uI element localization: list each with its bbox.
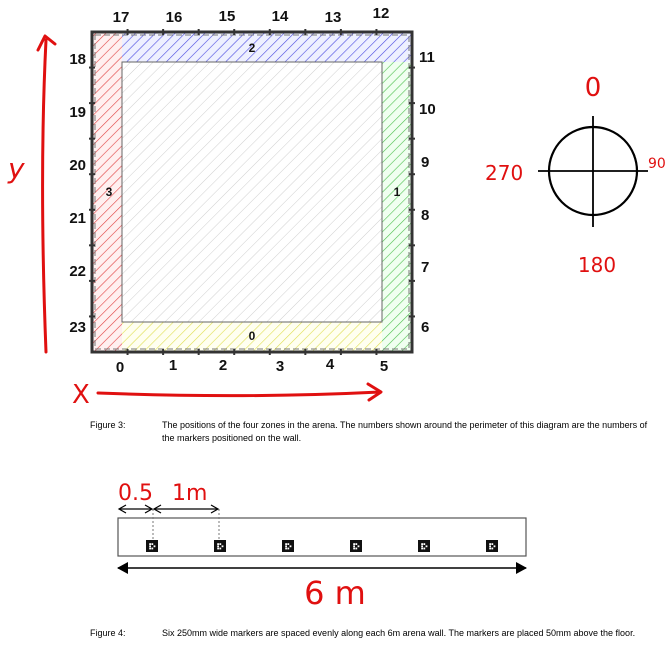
half-metre-dimension [117,504,154,514]
marker-label-17: 17 [113,9,130,26]
x-axis-annotation [96,382,383,402]
compass [538,116,648,227]
width-label: 6 m [304,574,366,612]
figure4-caption-label: Figure 4: [90,628,126,638]
one-metre-dimension [152,504,220,514]
figure3-caption-label: Figure 3: [90,420,126,430]
zone-label-2: 2 [249,41,256,55]
six-metre-dimension [117,562,527,574]
marker-label-12: 12 [373,5,390,22]
marker-label-7: 7 [421,259,429,276]
figure4-caption-text: Six 250mm wide markers are spaced evenly… [162,628,636,638]
dim-label-one-metre: 1m [172,481,207,506]
marker-label-23: 23 [69,319,86,336]
compass-label-180: 180 [578,253,616,277]
marker-label-14: 14 [272,8,289,25]
arena-square [90,30,414,354]
compass-label-270: 270 [485,161,523,185]
marker-label-0: 0 [116,359,124,376]
wall-strip [117,509,527,557]
marker-label-1: 1 [169,357,177,374]
y-axis-label: y [7,152,25,185]
marker-label-13: 13 [325,9,342,26]
wall-markers [146,540,498,552]
compass-label-0: 0 [585,73,602,103]
marker-label-2: 2 [219,357,227,374]
marker-label-3: 3 [276,358,284,375]
wall-ticks [89,29,415,355]
marker-label-20: 20 [69,157,86,174]
marker-label-19: 19 [69,104,86,121]
marker-label-11: 11 [419,49,435,66]
marker-label-10: 10 [419,101,436,118]
marker-label-22: 22 [69,263,86,280]
marker-label-8: 8 [421,207,429,224]
figure3-caption-text: The positions of the four zones in the a… [162,420,648,443]
x-axis-label: X [72,380,90,410]
marker-label-15: 15 [219,8,236,25]
y-axis-annotation [36,34,57,354]
marker-label-16: 16 [166,9,183,26]
dim-label-half-metre: 0.5 [118,481,153,506]
wall-marker [350,540,362,552]
wall-marker [282,540,294,552]
wall-marker [146,540,158,552]
wall-marker [418,540,430,552]
marker-label-4: 4 [326,356,335,373]
zone-label-0: 0 [249,329,256,343]
wall-marker [486,540,498,552]
wall-marker [214,540,226,552]
compass-label-90: 90 [648,156,666,172]
zone-label-3: 3 [106,185,113,199]
marker-label-5: 5 [380,358,388,375]
marker-label-6: 6 [421,319,429,336]
marker-label-21: 21 [69,210,86,227]
zone-label-1: 1 [394,185,401,199]
marker-label-18: 18 [69,51,86,68]
marker-label-9: 9 [421,154,429,171]
